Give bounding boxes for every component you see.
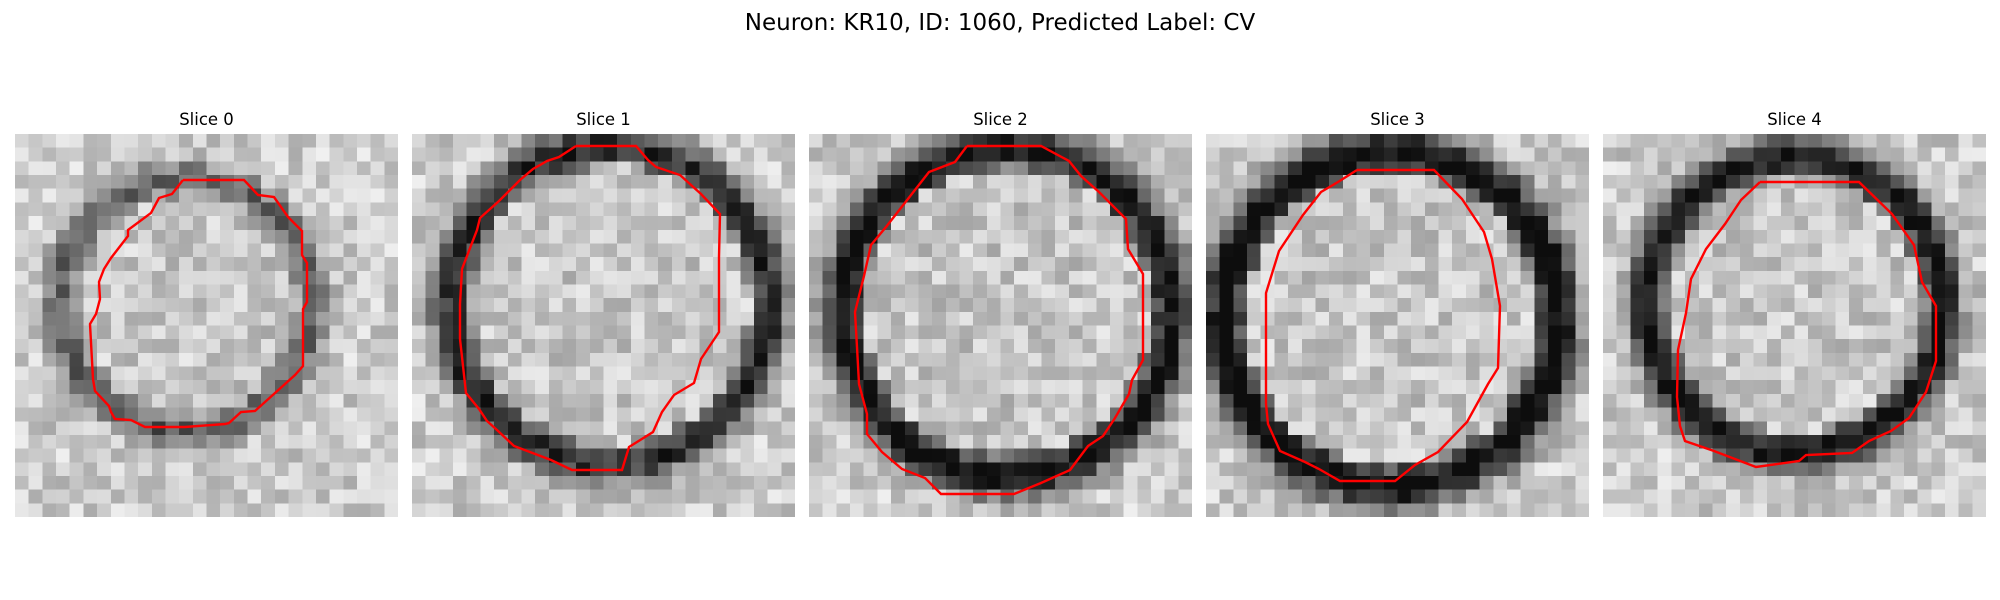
slice-grayscale-2 [809,134,1192,517]
slice-image-1 [412,134,795,517]
slice-contour-3 [1264,168,1502,483]
slice-grayscale-4 [1603,134,1986,517]
slice-contour-2 [853,144,1145,496]
slice-contour-0 [88,178,309,429]
slice-panel-1: Slice 1 [412,108,795,518]
slice-contour-4 [1675,180,1938,469]
slice-image-0 [15,134,398,517]
slice-grayscale-0 [15,134,398,517]
slice-title-0: Slice 0 [179,110,234,129]
figure-title: Neuron: KR10, ID: 1060, Predicted Label:… [744,10,1256,36]
slice-title-1: Slice 1 [576,110,631,129]
slice-contour-1 [458,144,722,472]
slice-panel-4: Slice 4 [1603,108,1986,518]
slice-title-4: Slice 4 [1767,110,1822,129]
slice-panel-2: Slice 2 [809,108,1192,518]
slice-grayscale-3 [1206,134,1589,517]
slice-image-3 [1206,134,1589,517]
slice-panel-0: Slice 0 [15,108,398,518]
slice-title-3: Slice 3 [1370,110,1425,129]
slice-grayscale-1 [412,134,795,517]
slice-image-2 [809,134,1192,517]
slice-title-2: Slice 2 [973,110,1028,129]
slice-image-4 [1603,134,1986,517]
slice-panel-3: Slice 3 [1206,108,1589,518]
